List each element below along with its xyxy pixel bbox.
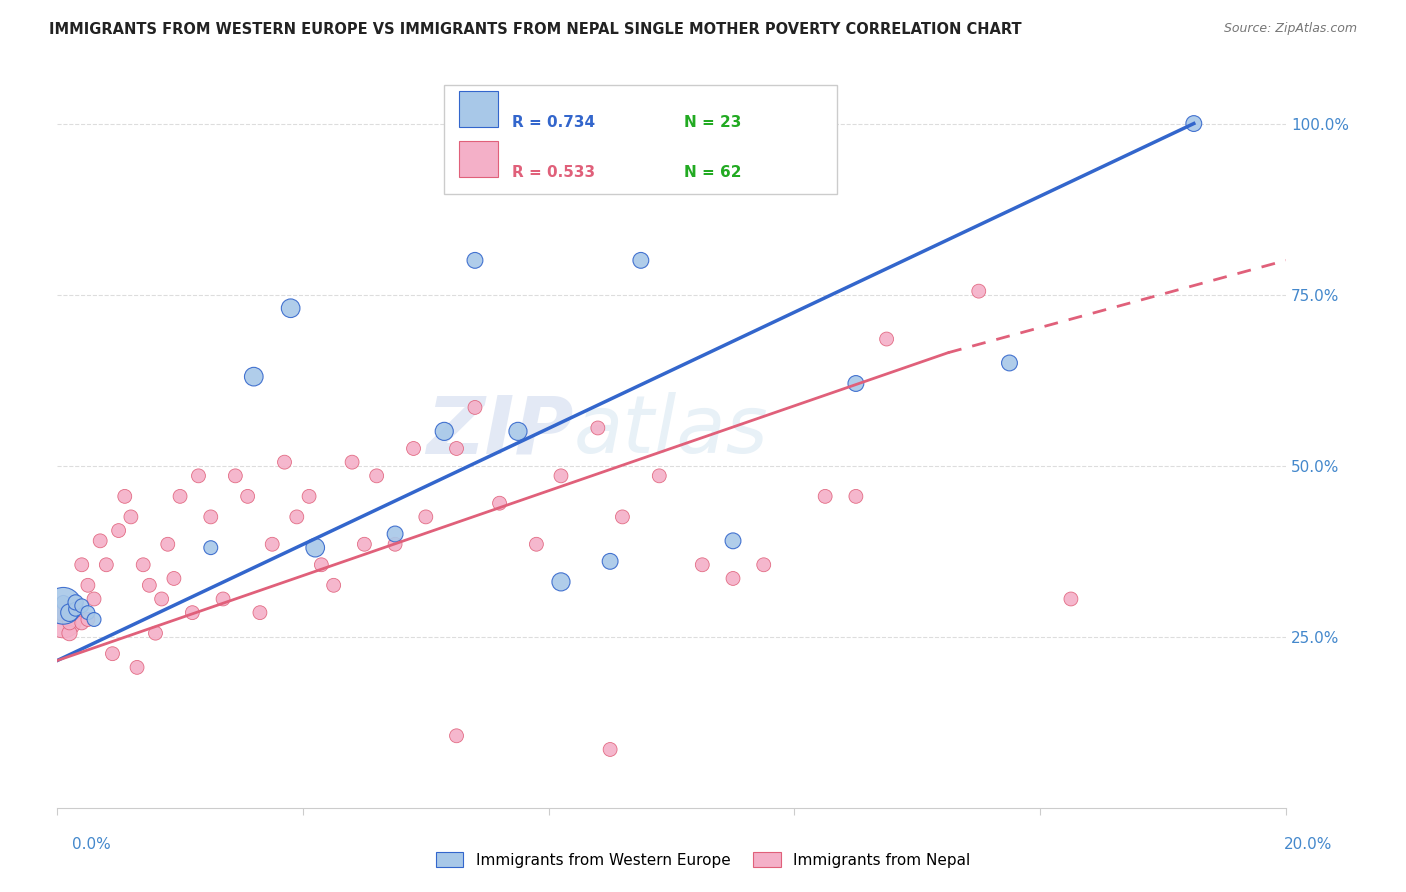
Text: atlas: atlas [574,392,768,470]
Point [1182,117,1205,131]
Point [311,558,333,572]
Point [70,615,93,630]
Point [648,468,671,483]
Point [340,455,363,469]
Point [814,489,837,503]
Point [599,554,621,568]
Point [65,602,87,616]
Point [280,301,302,316]
Point [599,742,621,756]
Point [224,468,246,483]
Bar [458,91,498,127]
Point [273,455,295,469]
Point [107,524,129,538]
Point [464,401,486,415]
Point [304,541,326,555]
Point [65,599,87,613]
Text: N = 23: N = 23 [683,115,741,130]
Point [243,369,266,384]
Text: 0.0%: 0.0% [72,838,111,852]
Point [967,284,990,298]
Point [845,376,868,391]
Point [65,606,87,620]
Text: IMMIGRANTS FROM WESTERN EUROPE VS IMMIGRANTS FROM NEPAL SINGLE MOTHER POVERTY CO: IMMIGRANTS FROM WESTERN EUROPE VS IMMIGR… [49,22,1022,37]
Point [262,537,284,551]
Point [96,558,118,572]
Point [464,253,486,268]
Point [415,509,437,524]
Point [132,558,155,572]
Point [612,509,634,524]
Point [506,425,529,439]
Point [236,489,259,503]
Point [1060,591,1083,606]
Point [169,489,191,503]
Text: R = 0.734: R = 0.734 [512,115,595,130]
Point [77,606,100,620]
Point [752,558,775,572]
Point [721,571,744,585]
Point [446,442,468,456]
Point [630,253,652,268]
Point [101,647,124,661]
Point [125,660,148,674]
Point [384,527,406,541]
Point [876,332,898,346]
Point [366,468,388,483]
Point [58,626,80,640]
Point [384,537,406,551]
Point [690,558,713,572]
Point [212,591,235,606]
Point [58,606,80,620]
Point [120,509,142,524]
Point [89,533,111,548]
Point [187,468,209,483]
Point [52,606,75,620]
Point [70,599,93,613]
Point [114,489,136,503]
Point [200,541,222,555]
Text: R = 0.533: R = 0.533 [512,165,595,180]
Point [77,613,100,627]
Point [150,591,173,606]
Point [550,574,572,589]
Point [285,509,308,524]
Legend: Immigrants from Western Europe, Immigrants from Nepal: Immigrants from Western Europe, Immigran… [430,846,976,873]
Point [70,558,93,572]
Point [433,425,456,439]
Point [446,729,468,743]
Point [249,606,271,620]
Point [83,591,105,606]
Point [52,599,75,613]
Point [402,442,425,456]
Point [181,606,204,620]
Point [52,613,75,627]
Point [200,509,222,524]
Point [298,489,321,503]
Point [998,356,1021,370]
Point [145,626,167,640]
Point [163,571,186,585]
Point [526,537,548,551]
Bar [458,141,498,177]
Point [322,578,344,592]
Point [58,615,80,630]
Text: Source: ZipAtlas.com: Source: ZipAtlas.com [1223,22,1357,36]
Point [488,496,510,510]
Point [845,489,868,503]
Point [138,578,160,592]
Point [721,533,744,548]
Text: ZIP: ZIP [426,392,574,470]
Point [353,537,375,551]
Text: 20.0%: 20.0% [1284,838,1331,852]
Text: N = 62: N = 62 [683,165,741,180]
Point [65,595,87,609]
Point [52,595,75,609]
Point [77,578,100,592]
FancyBboxPatch shape [444,86,838,194]
Point [83,613,105,627]
Point [156,537,179,551]
Point [586,421,609,435]
Point [550,468,572,483]
